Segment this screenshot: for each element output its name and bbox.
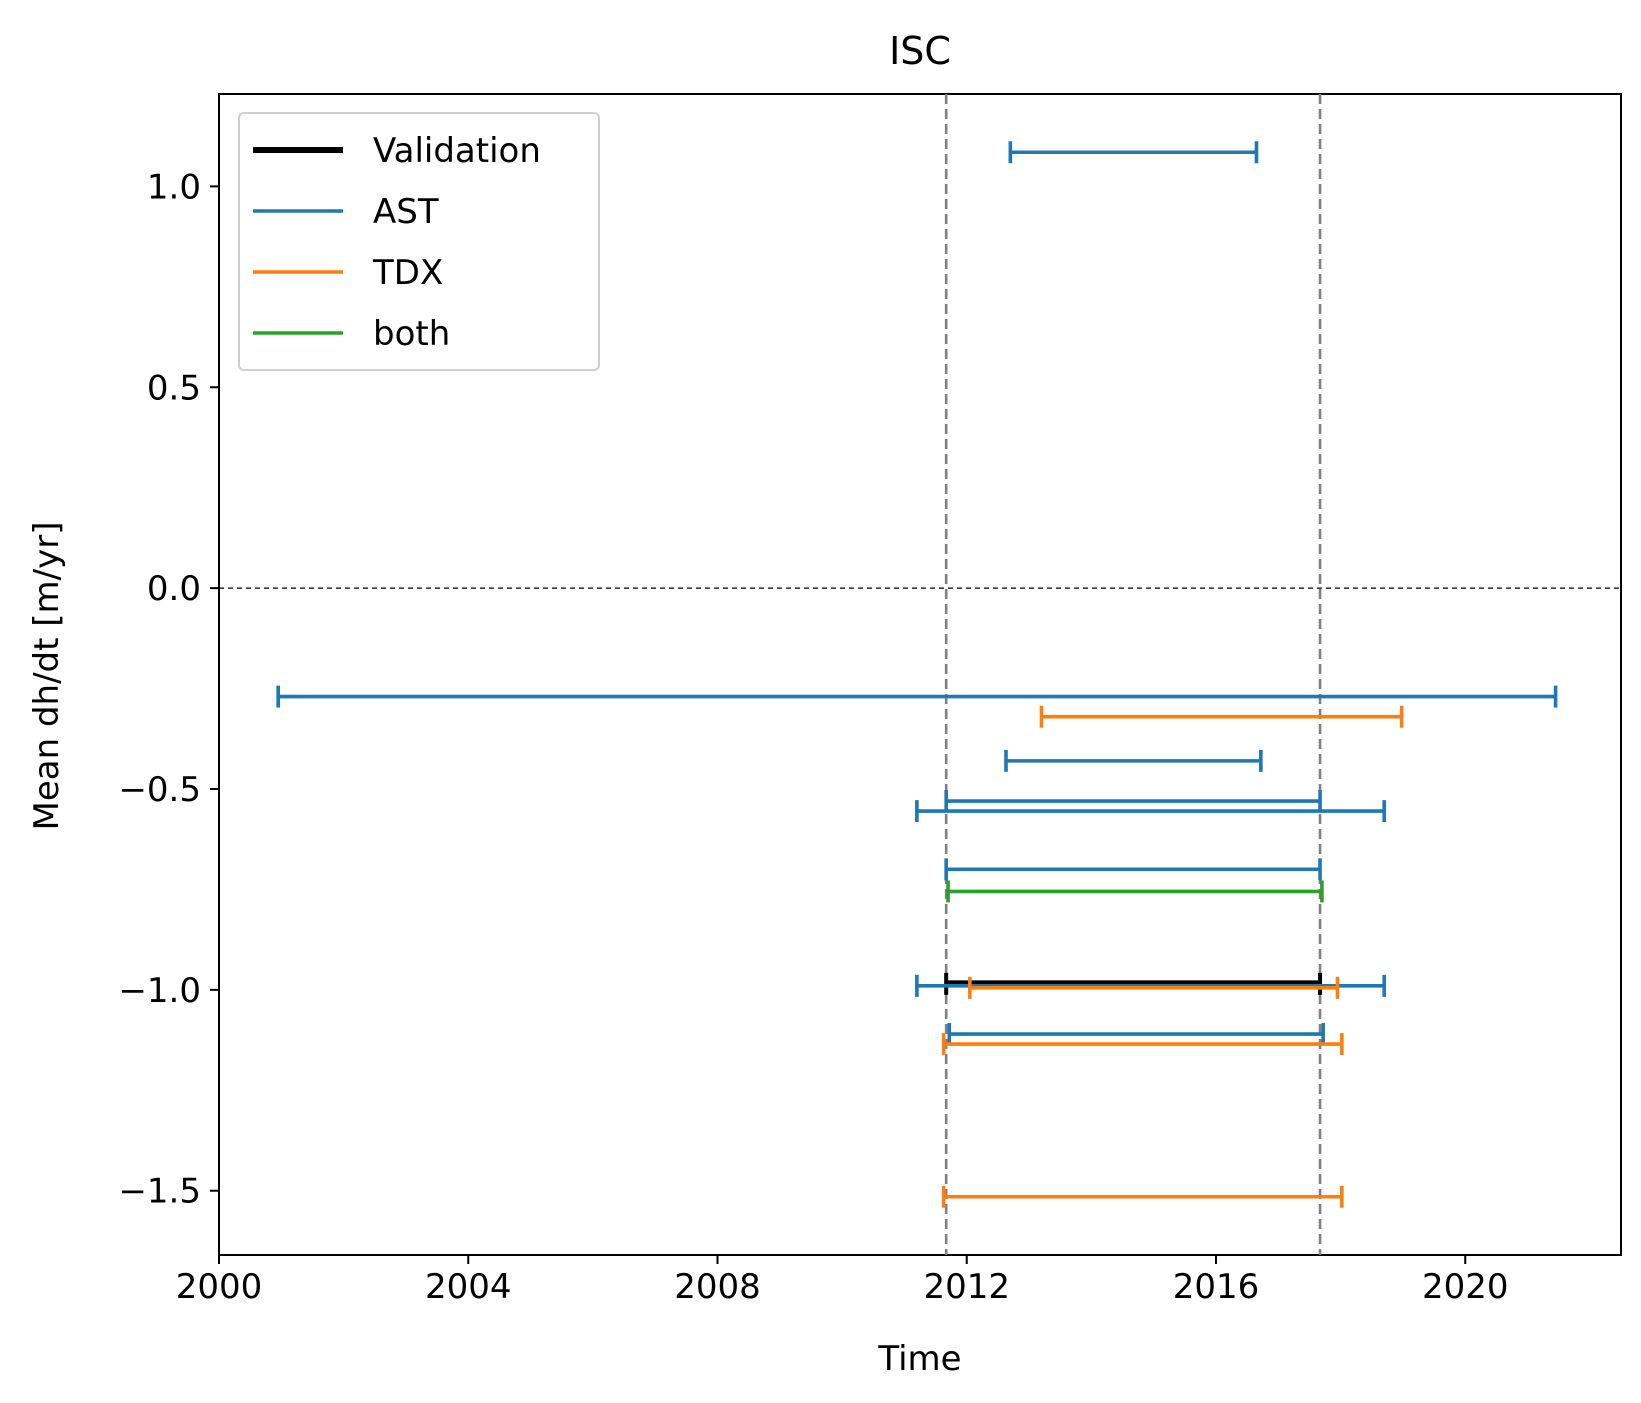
y-tick-label: 0.5 xyxy=(147,368,201,408)
x-axis-label: Time xyxy=(877,1339,961,1379)
y-axis-ticks: 1.0 0.5 0.0 −0.5 −1.0 −1.5 xyxy=(118,167,219,1212)
x-tick-label: 2016 xyxy=(1173,1267,1260,1307)
y-tick-label: −0.5 xyxy=(118,770,201,810)
legend-label-both: both xyxy=(373,314,450,354)
legend-label-ast: AST xyxy=(373,192,439,232)
interval-tdx xyxy=(941,1033,1344,1056)
legend-box xyxy=(238,112,600,371)
interval-ast xyxy=(1004,749,1263,772)
interval-ast xyxy=(1008,141,1259,164)
y-tick-label: 1.0 xyxy=(147,167,201,207)
legend-label-validation: Validation xyxy=(373,131,541,171)
interval-ast xyxy=(276,685,1558,708)
interval-ast xyxy=(944,790,1322,813)
x-tick-label: 2004 xyxy=(425,1267,512,1307)
interval-tdx xyxy=(941,1185,1344,1208)
x-tick-label: 2012 xyxy=(923,1267,1010,1307)
x-tick-label: 2000 xyxy=(176,1267,263,1307)
interval-validation xyxy=(944,972,1323,995)
interval-tdx xyxy=(968,976,1340,999)
chart-title: ISC xyxy=(889,29,951,73)
interval-ast xyxy=(947,1023,1325,1046)
plot-frame xyxy=(218,93,1622,1256)
plot-area xyxy=(218,93,1622,1256)
legend: Validation AST TDX both xyxy=(238,112,600,371)
interval-both xyxy=(946,880,1324,903)
interval-ast xyxy=(915,974,1387,997)
reference-lines xyxy=(219,94,1621,1255)
x-tick-label: 2008 xyxy=(674,1267,761,1307)
interval-tdx xyxy=(1039,705,1404,728)
y-tick-label: −1.5 xyxy=(118,1172,201,1212)
x-tick-label: 2020 xyxy=(1422,1267,1509,1307)
interval-ast xyxy=(944,858,1322,881)
interval-series xyxy=(276,141,1558,1208)
interval-ast xyxy=(915,800,1387,823)
y-tick-label: −1.0 xyxy=(118,971,201,1011)
legend-label-tdx: TDX xyxy=(372,253,443,293)
y-tick-label: 0.0 xyxy=(147,569,201,609)
y-axis-label: Mean dh/dt [m/yr] xyxy=(27,522,67,831)
x-axis-ticks: 2000 2004 2008 2012 2016 2020 xyxy=(176,1255,1509,1307)
